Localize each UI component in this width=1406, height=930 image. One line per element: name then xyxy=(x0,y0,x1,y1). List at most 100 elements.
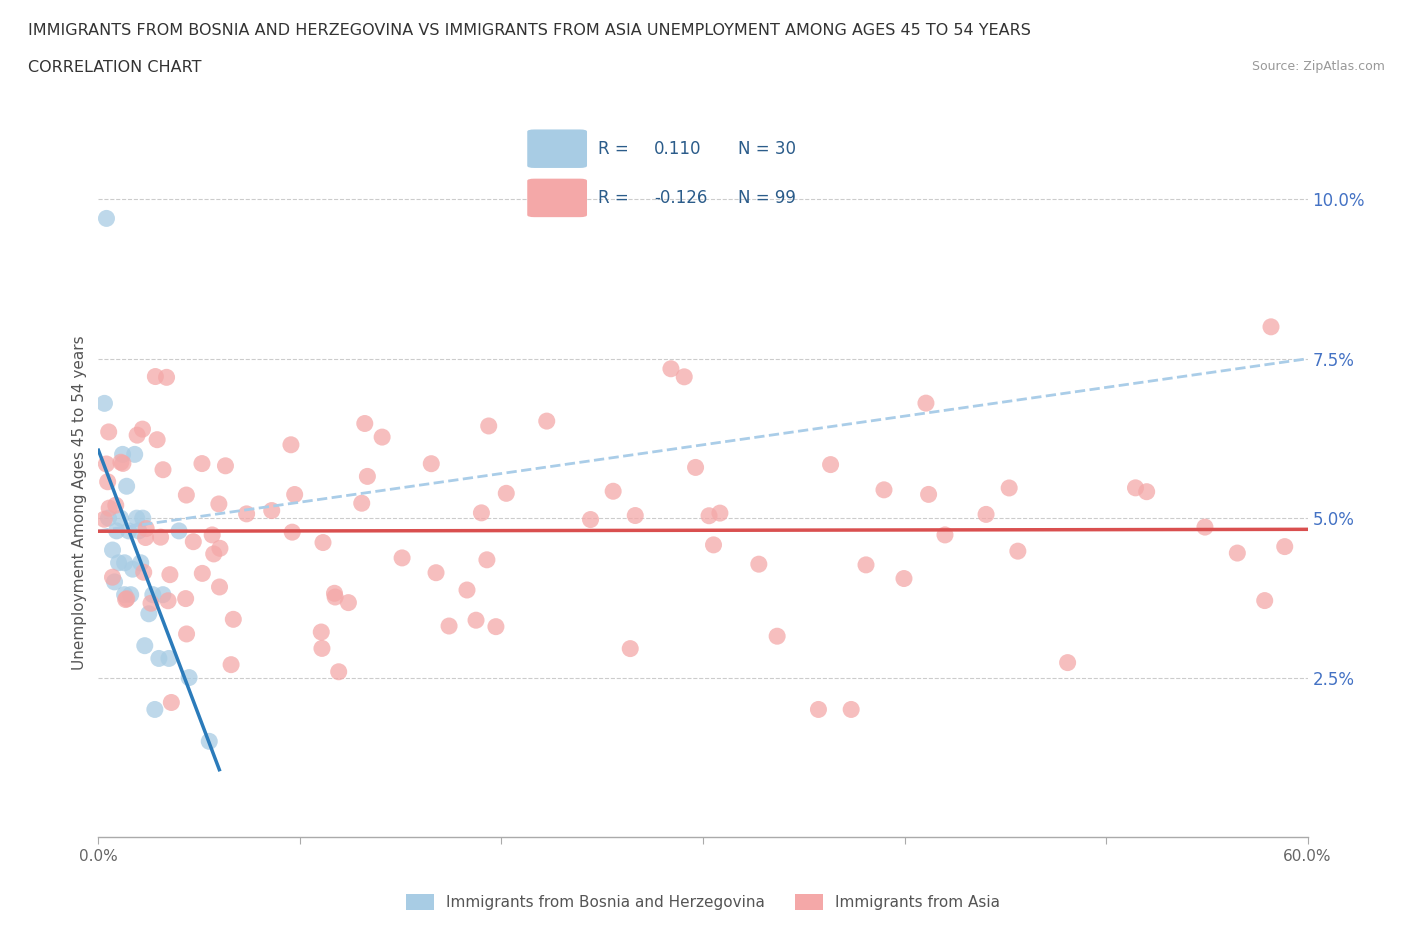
Point xyxy=(235,507,257,522)
Point xyxy=(328,664,350,679)
Legend: Immigrants from Bosnia and Herzegovina, Immigrants from Asia: Immigrants from Bosnia and Herzegovina, … xyxy=(399,888,1007,916)
Point xyxy=(201,527,224,542)
Point xyxy=(114,555,136,570)
Point xyxy=(97,511,120,525)
Point xyxy=(118,524,141,538)
Text: N = 30: N = 30 xyxy=(738,140,796,158)
Y-axis label: Unemployment Among Ages 45 to 54 years: Unemployment Among Ages 45 to 54 years xyxy=(72,335,87,670)
Point xyxy=(208,541,231,556)
Point xyxy=(101,570,124,585)
Text: -0.126: -0.126 xyxy=(654,189,707,206)
Point xyxy=(371,430,394,445)
Point xyxy=(536,414,558,429)
Point xyxy=(125,511,148,525)
Point xyxy=(356,469,378,484)
Point xyxy=(748,557,770,572)
Point xyxy=(208,579,231,594)
Point xyxy=(820,458,842,472)
Point xyxy=(149,530,172,545)
Point xyxy=(311,641,333,656)
Point xyxy=(1254,593,1277,608)
Point xyxy=(135,521,157,536)
Point xyxy=(176,487,198,502)
Point xyxy=(219,658,242,672)
Point xyxy=(337,595,360,610)
Point xyxy=(685,460,707,475)
Point xyxy=(145,369,167,384)
Point xyxy=(139,596,162,611)
Point xyxy=(673,369,696,384)
Point xyxy=(121,562,143,577)
Point xyxy=(478,418,501,433)
Point xyxy=(132,511,155,525)
Point xyxy=(159,567,181,582)
Point xyxy=(135,530,157,545)
Point xyxy=(260,503,283,518)
Point xyxy=(420,457,443,472)
Point xyxy=(134,638,156,653)
Point xyxy=(101,542,124,557)
Point xyxy=(1260,319,1282,334)
Point xyxy=(120,587,142,602)
Point xyxy=(602,484,624,498)
Point xyxy=(873,483,896,498)
Point xyxy=(839,702,862,717)
Point xyxy=(96,457,118,472)
Point xyxy=(391,551,413,565)
Point xyxy=(312,535,335,550)
Point xyxy=(485,619,508,634)
Point xyxy=(105,524,128,538)
Point xyxy=(697,509,720,524)
Point xyxy=(138,606,160,621)
Point xyxy=(167,524,190,538)
Point xyxy=(465,613,488,628)
Point xyxy=(659,362,682,377)
Point xyxy=(309,625,332,640)
Point xyxy=(157,593,180,608)
Text: IMMIGRANTS FROM BOSNIA AND HERZEGOVINA VS IMMIGRANTS FROM ASIA UNEMPLOYMENT AMON: IMMIGRANTS FROM BOSNIA AND HERZEGOVINA V… xyxy=(28,23,1031,38)
Point xyxy=(709,506,731,521)
Point xyxy=(97,474,120,489)
Point xyxy=(177,671,201,685)
Point xyxy=(146,432,169,447)
Point xyxy=(114,587,136,602)
Point xyxy=(425,565,447,580)
Point xyxy=(181,534,204,549)
FancyBboxPatch shape xyxy=(527,179,588,218)
Point xyxy=(152,462,174,477)
Text: R =: R = xyxy=(598,189,628,206)
Point xyxy=(128,524,150,538)
Point xyxy=(191,566,214,581)
Point xyxy=(191,456,214,471)
Point xyxy=(202,547,225,562)
Point xyxy=(107,555,129,570)
Point xyxy=(93,512,115,526)
Point xyxy=(93,396,115,411)
Point xyxy=(98,500,121,515)
Point xyxy=(437,618,460,633)
Point xyxy=(157,651,180,666)
Point xyxy=(323,586,346,601)
Point xyxy=(702,538,724,552)
Point xyxy=(350,496,373,511)
Point xyxy=(131,421,153,436)
Point xyxy=(214,458,236,473)
Point xyxy=(132,565,155,579)
Point xyxy=(110,455,132,470)
Point xyxy=(176,627,198,642)
Point xyxy=(855,557,877,572)
Point xyxy=(1194,520,1216,535)
Point xyxy=(114,592,136,607)
Point xyxy=(115,479,138,494)
Point xyxy=(323,590,346,604)
Text: N = 99: N = 99 xyxy=(738,189,796,206)
Point xyxy=(198,734,221,749)
Point xyxy=(129,555,152,570)
Point xyxy=(974,507,997,522)
Text: CORRELATION CHART: CORRELATION CHART xyxy=(28,60,201,75)
Point xyxy=(103,575,125,590)
Point xyxy=(807,702,830,717)
Point xyxy=(97,424,120,439)
Point xyxy=(893,571,915,586)
Point xyxy=(115,591,138,606)
